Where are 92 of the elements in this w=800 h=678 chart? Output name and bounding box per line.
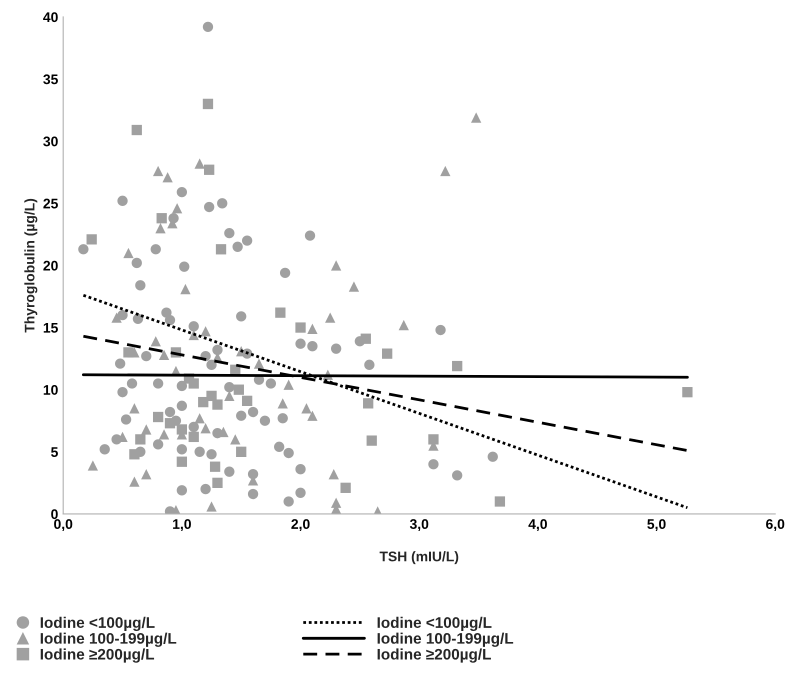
- y-tick-label: 20: [43, 260, 58, 271]
- point: [198, 396, 208, 408]
- point: [236, 446, 246, 457]
- point: [188, 378, 199, 389]
- point: [301, 403, 312, 414]
- point: [440, 166, 450, 176]
- legend-label: Iodine <100µg/L: [40, 616, 155, 632]
- point: [398, 320, 409, 330]
- point: [330, 260, 342, 271]
- point: [307, 324, 318, 334]
- y-tick-label: 5: [51, 447, 58, 457]
- point: [200, 326, 211, 336]
- point: [284, 380, 294, 390]
- point: [152, 166, 164, 176]
- legend-label: Iodine 100-199µg/L: [378, 632, 514, 647]
- point: [180, 284, 191, 294]
- point: [111, 312, 122, 323]
- point: [176, 456, 188, 467]
- point: [194, 158, 205, 169]
- point: [328, 469, 339, 480]
- point: [164, 418, 176, 428]
- point: [172, 203, 182, 214]
- point: [162, 172, 173, 182]
- point: [428, 434, 439, 445]
- point: [452, 360, 462, 372]
- point: [230, 434, 240, 445]
- x-tick-label: 4,0: [528, 519, 547, 531]
- point: [295, 322, 306, 333]
- point: [278, 398, 288, 408]
- point: [363, 398, 374, 408]
- point: [123, 347, 134, 358]
- point: [216, 244, 226, 254]
- point: [360, 334, 371, 344]
- point: [242, 396, 252, 406]
- x-axis-title: TSH (mIU/L): [380, 551, 458, 564]
- point: [212, 399, 223, 410]
- point: [254, 358, 264, 369]
- point: [234, 384, 244, 395]
- point: [135, 434, 146, 445]
- point: [200, 423, 211, 434]
- legend-label: Iodine 100-199µg/L: [40, 632, 176, 647]
- point: [204, 164, 214, 175]
- point: [348, 281, 360, 292]
- point: [206, 501, 217, 512]
- point: [325, 312, 336, 323]
- point: [155, 223, 166, 234]
- point: [152, 412, 164, 422]
- y-axis-title: Thyroglobulin (µg/L): [24, 198, 38, 333]
- point: [176, 424, 188, 435]
- point: [123, 248, 134, 258]
- y-tick-label: 35: [43, 74, 58, 84]
- point: [129, 449, 140, 460]
- point: [494, 496, 506, 507]
- y-tick-label: 25: [43, 198, 58, 208]
- point: [307, 410, 318, 421]
- point: [212, 478, 223, 488]
- point: [129, 476, 140, 487]
- point: [194, 413, 205, 424]
- x-tick-label: 6,0: [766, 519, 784, 531]
- point: [158, 350, 170, 360]
- legend-label: Iodine <100µg/L: [378, 616, 492, 632]
- legend-label: Iodine ≥200µg/L: [40, 648, 154, 663]
- point: [86, 234, 97, 244]
- point: [210, 462, 220, 472]
- point: [471, 112, 482, 123]
- x-tick-label: 1,0: [173, 519, 191, 531]
- y-tick-label: 0: [51, 509, 58, 520]
- point: [88, 460, 98, 471]
- point: [132, 124, 142, 136]
- point: [129, 403, 140, 414]
- y-tick-label: 15: [44, 323, 58, 333]
- y-tick-label: 10: [44, 385, 58, 395]
- x-tick-label: 0,0: [54, 519, 72, 531]
- point: [188, 432, 199, 442]
- y-tick-label: 40: [43, 12, 58, 22]
- y-tick-label: 30: [43, 136, 58, 146]
- point: [141, 424, 152, 435]
- x-tick-label: 5,0: [647, 519, 666, 531]
- point: [158, 429, 170, 440]
- point: [682, 387, 693, 398]
- point: [156, 213, 167, 224]
- point: [340, 482, 351, 493]
- legend-label: Iodine ≥200µg/L: [378, 648, 491, 663]
- point: [150, 336, 161, 346]
- point: [224, 390, 234, 402]
- x-tick-label: 3,0: [410, 519, 428, 531]
- point: [366, 435, 377, 446]
- point: [382, 348, 392, 359]
- point: [275, 308, 286, 318]
- point: [141, 469, 152, 480]
- point: [202, 98, 214, 110]
- x-tick-label: 2,0: [291, 519, 310, 531]
